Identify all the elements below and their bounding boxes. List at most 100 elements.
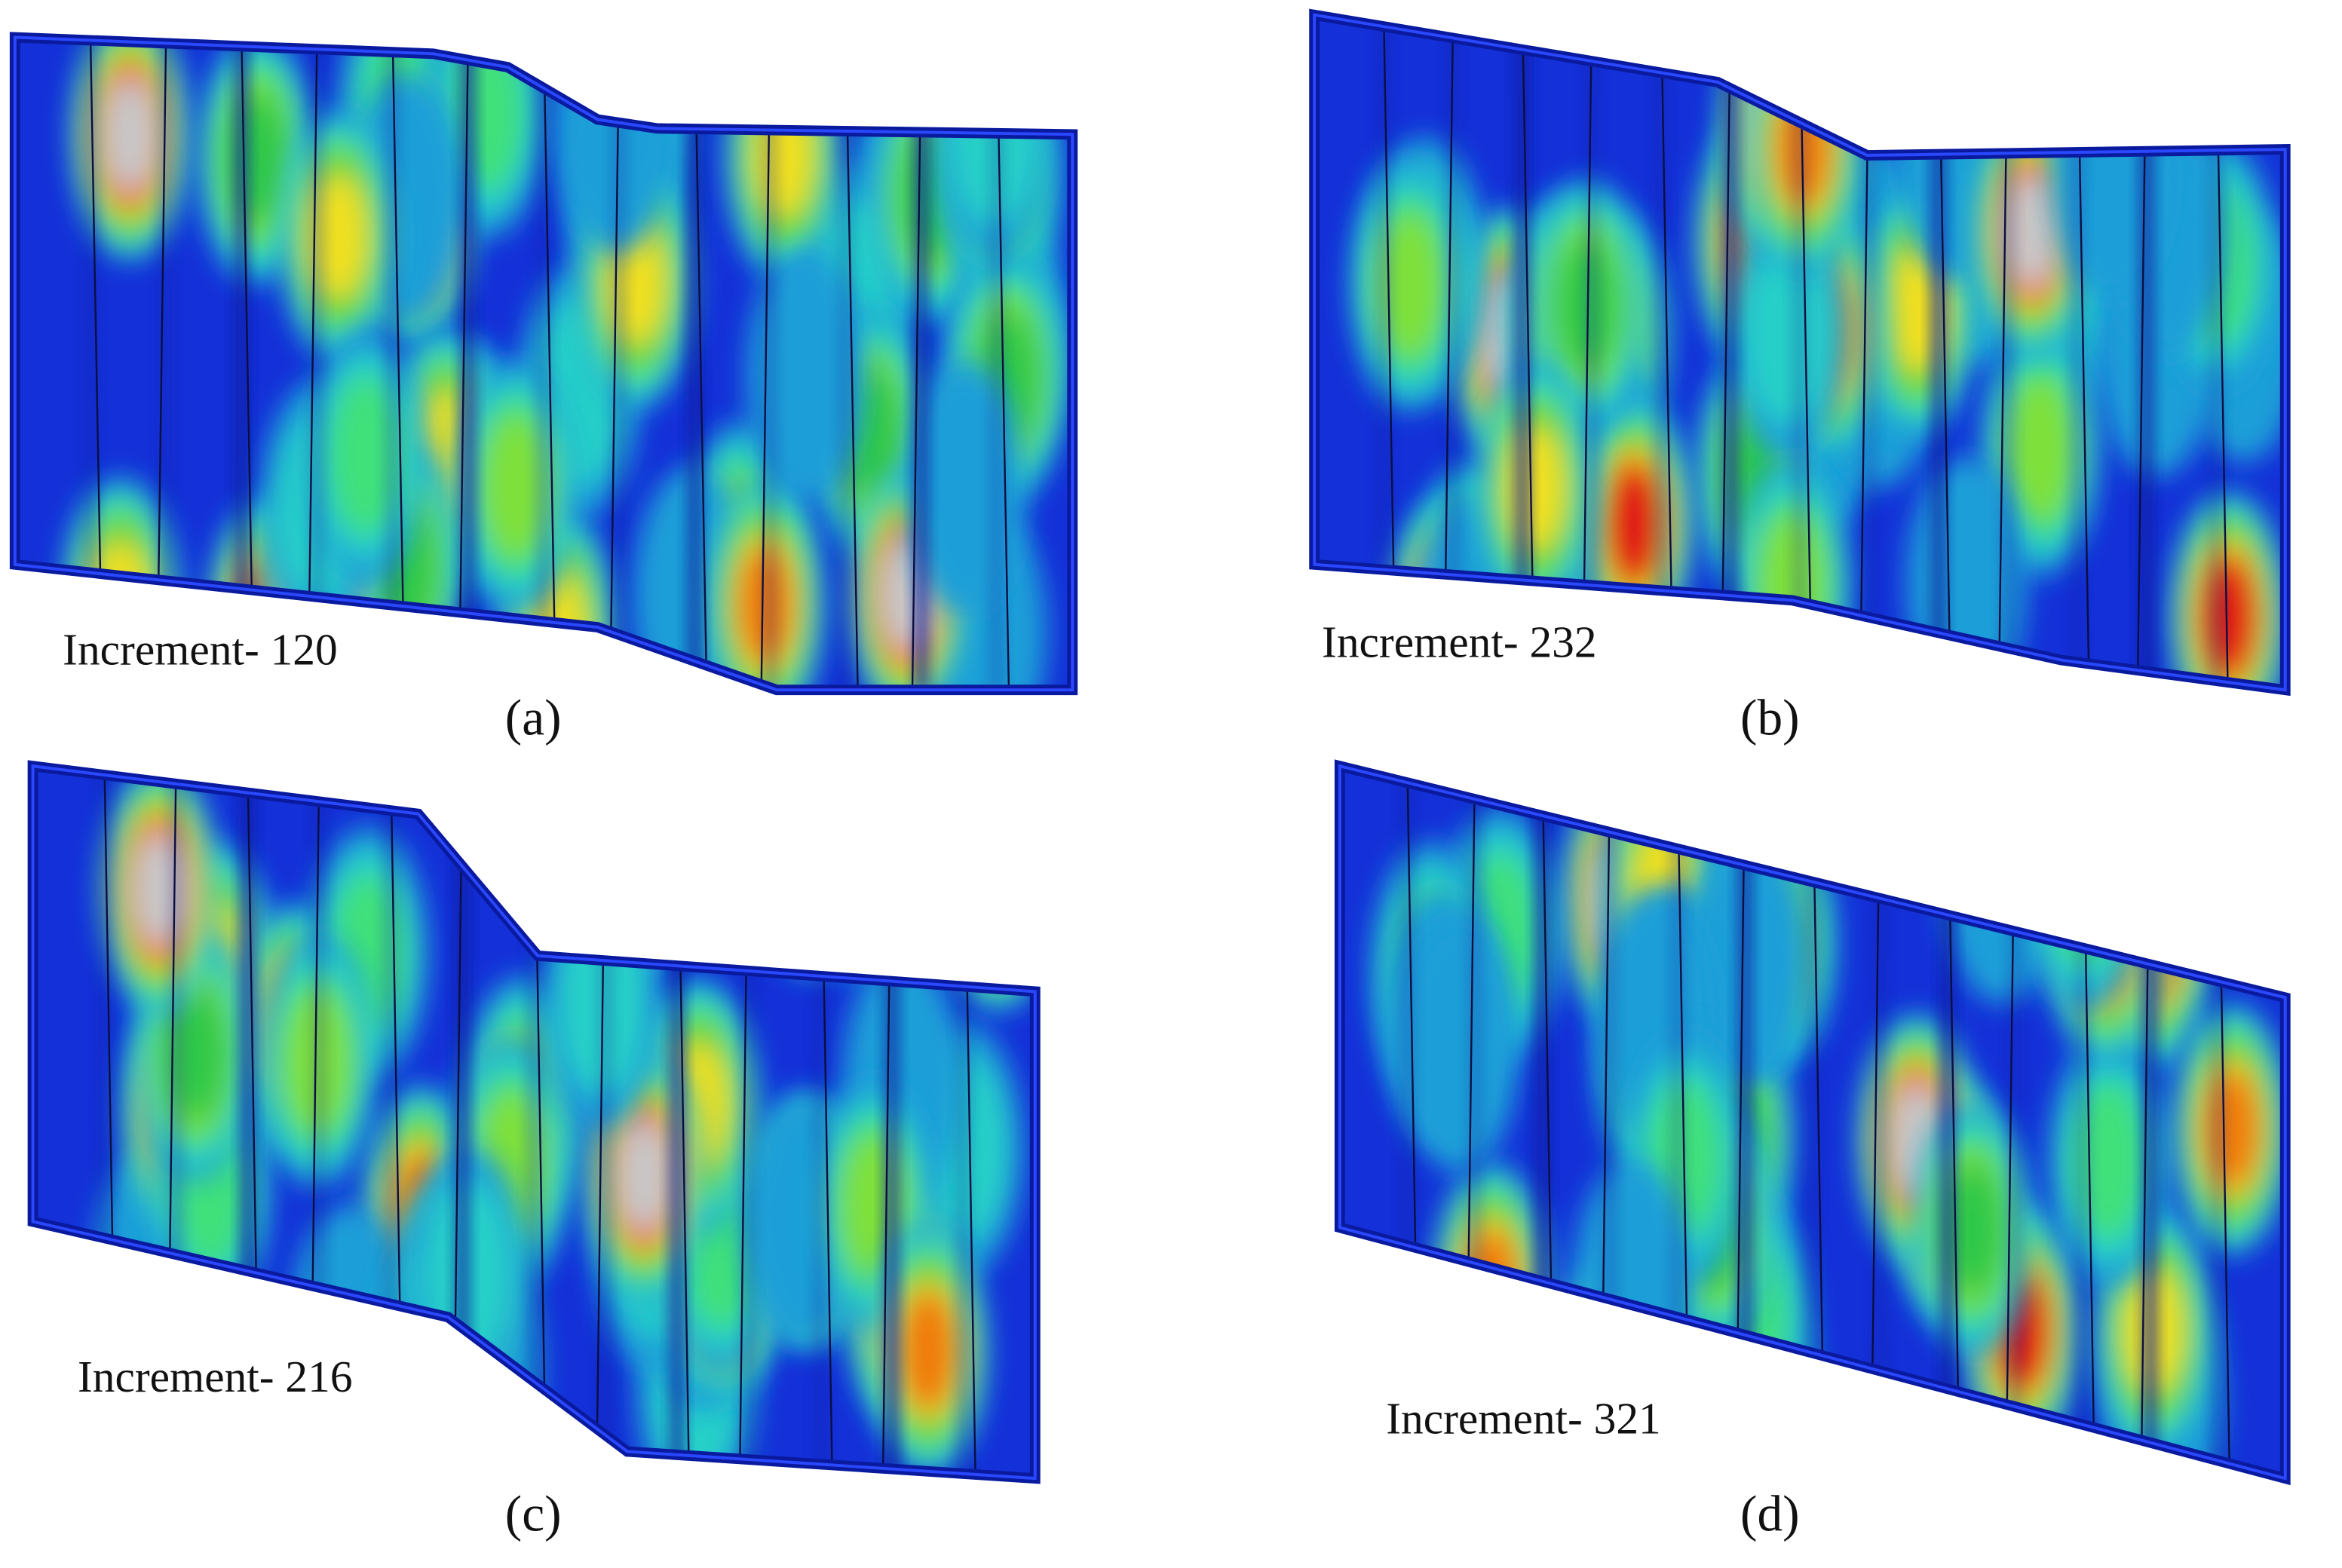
stiffener-line	[995, 37, 1010, 691]
increment-label: Increment- 232	[1322, 617, 1597, 667]
stiffener-shade	[988, 37, 1006, 691]
stress-blob	[1402, 1320, 1522, 1479]
stress-level	[1418, 1352, 1507, 1479]
beam-edge	[1313, 13, 2287, 692]
stiffener-shade	[685, 37, 704, 691]
stress-level	[482, 414, 550, 559]
stress-blob	[2169, 490, 2285, 691]
increment-label: Increment- 120	[63, 625, 338, 675]
stiffener-shade	[2068, 14, 2086, 691]
stiffener-shade	[1583, 14, 1601, 691]
stress-level	[2004, 173, 2059, 289]
increment-label: Increment- 321	[1386, 1394, 1661, 1444]
stress-level	[358, 1350, 434, 1479]
stiffener-line	[458, 37, 470, 691]
stiffener-line	[609, 37, 621, 691]
stiffener-shade	[1791, 14, 1809, 691]
stress-level	[767, 766, 856, 945]
stiffener-shade	[453, 766, 472, 1479]
stress-level	[1568, 1306, 1648, 1475]
stiffener-shade	[1803, 766, 1822, 1479]
stress-level	[802, 766, 922, 977]
stiffener-shade	[836, 37, 855, 691]
stiffener-line	[542, 37, 557, 691]
stiffener-shade	[1513, 14, 1531, 691]
stress-blob	[1431, 1162, 1552, 1416]
beam-edge	[31, 764, 1037, 1481]
stiffener-shade	[81, 37, 100, 691]
stress-level	[2006, 377, 2074, 522]
panel-caption: (c)	[505, 1485, 562, 1542]
stiffener-line	[1660, 14, 1675, 691]
panel-caption: (b)	[1740, 690, 1800, 746]
stiffener-shade	[882, 766, 901, 1479]
stiffener-shade	[2137, 14, 2156, 691]
increment-label: Increment- 216	[78, 1352, 353, 1401]
fea-panel: Increment- 232 (b)	[1309, 8, 2291, 746]
stiffener-shade	[1601, 766, 1619, 1479]
stiffener-shade	[596, 766, 615, 1479]
stiffener-line	[1581, 14, 1593, 691]
stress-level	[336, 1303, 456, 1479]
stress-level	[1565, 1297, 1652, 1479]
stiffener-shade	[740, 766, 758, 1479]
stiffener-shade	[1721, 14, 1740, 691]
stiffener-shade	[1668, 766, 1687, 1479]
stiffener-shade	[1652, 14, 1670, 691]
fea-panel: Increment- 120 (a)	[9, 32, 1078, 746]
beam-edge	[13, 35, 1074, 692]
stiffener-shade	[1860, 14, 1878, 691]
stiffener-shade	[1871, 766, 1890, 1479]
stress-level	[961, 806, 1035, 964]
stiffener-shade	[308, 37, 326, 691]
stress-blob	[724, 37, 844, 283]
stress-level	[970, 825, 1026, 945]
stress-level	[1606, 464, 1663, 583]
stress-blob	[336, 1303, 456, 1479]
stress-blob	[100, 766, 219, 1017]
stiffener-shade	[1466, 766, 1484, 1479]
stiffener-shade	[157, 37, 176, 691]
panel-caption: (a)	[505, 690, 562, 746]
stiffener-shade	[2141, 766, 2160, 1479]
stress-level	[103, 77, 158, 193]
fea-panel: Increment- 321 (d)	[1334, 759, 2291, 1542]
stress-blob	[802, 766, 922, 977]
stiffener-shade	[610, 37, 629, 691]
stress-level	[947, 777, 1035, 993]
stress-level	[572, 766, 693, 975]
stiffener-shade	[1736, 766, 1755, 1479]
stress-blob	[938, 766, 1035, 1012]
stress-level	[1399, 919, 1519, 1173]
stress-level	[900, 1289, 958, 1412]
stress-level	[751, 766, 872, 978]
stiffener-line	[307, 37, 318, 691]
stiffener-shade	[232, 37, 251, 691]
stiffener-line	[694, 37, 708, 691]
stiffener-line	[1720, 14, 1732, 691]
stiffener-line	[911, 37, 923, 691]
stiffener-shade	[1929, 14, 1948, 691]
stiffener-line	[760, 37, 771, 691]
stiffener-shade	[1444, 14, 1462, 691]
stiffener-shade	[535, 37, 553, 691]
stress-level	[1402, 1320, 1522, 1479]
stress-level	[1743, 237, 1832, 426]
stress-level	[952, 787, 1035, 984]
stress-level	[956, 797, 1035, 974]
stiffener-shade	[458, 37, 477, 691]
stiffener-shade	[761, 37, 780, 691]
stress-level	[943, 767, 1035, 1003]
stress-level	[1376, 213, 1444, 358]
stiffener-line	[241, 37, 255, 691]
stiffener-shade	[2006, 766, 2025, 1479]
stress-blob	[278, 109, 398, 364]
stress-level	[965, 816, 1031, 954]
stiffener-line	[845, 37, 859, 691]
stiffener-shade	[1375, 14, 1393, 691]
stiffener-shade	[383, 37, 402, 691]
stiffener-line	[391, 37, 406, 691]
stress-blob	[572, 766, 693, 975]
stress-blob	[751, 766, 872, 978]
